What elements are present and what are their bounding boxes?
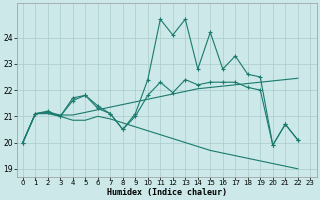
X-axis label: Humidex (Indice chaleur): Humidex (Indice chaleur) (107, 188, 227, 197)
